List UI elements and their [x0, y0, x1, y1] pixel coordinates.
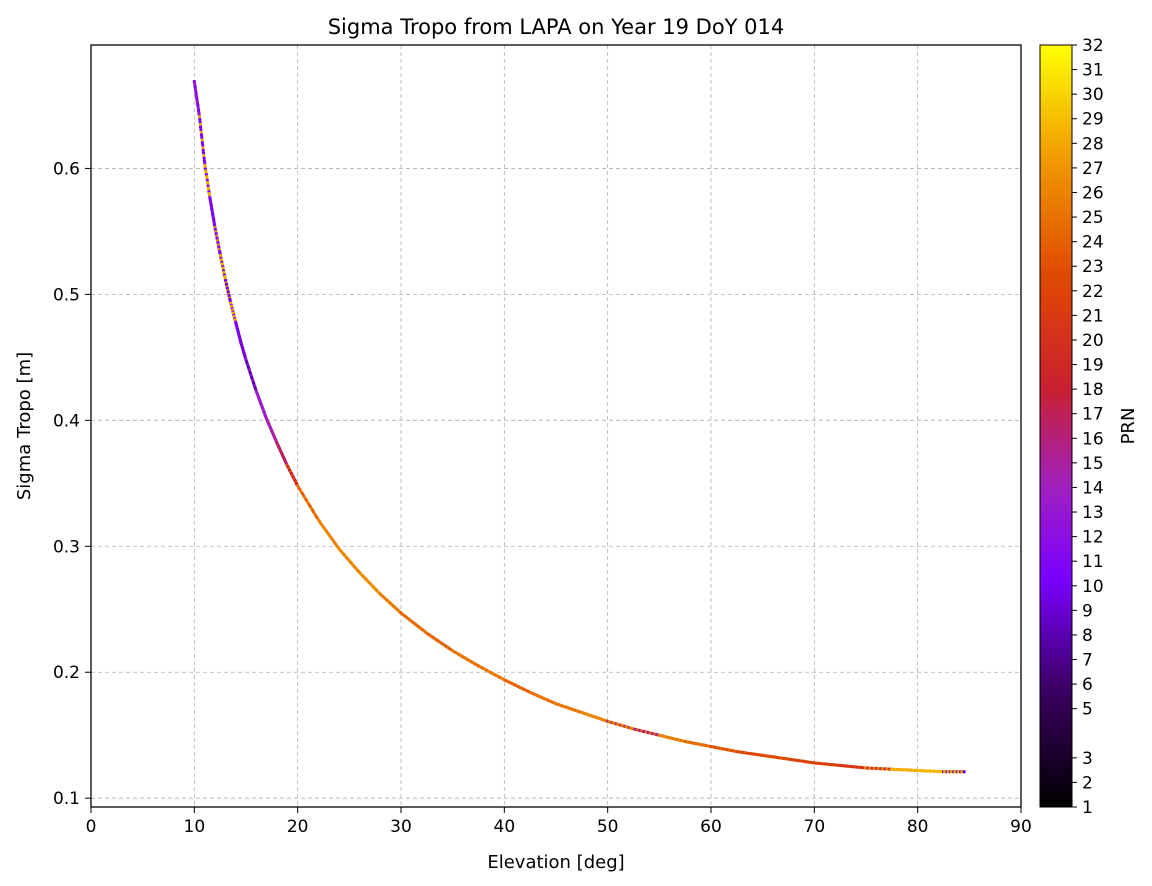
y-axis-ticks: 0.1 0.2 0.3 0.4 0.5 0.6 — [53, 159, 91, 809]
data-point — [199, 130, 203, 134]
x-tick-label: 60 — [700, 817, 722, 837]
colorbar-tick-label: 5 — [1082, 700, 1093, 720]
colorbar-tick-label: 31 — [1082, 61, 1104, 81]
x-tick-label: 80 — [907, 817, 929, 837]
colorbar-tick-label: 32 — [1082, 36, 1104, 56]
x-axis-label: Elevation [deg] — [487, 852, 624, 873]
colorbar-tick-label: 10 — [1082, 577, 1104, 597]
colorbar-tick-label: 11 — [1082, 552, 1104, 572]
data-point — [201, 146, 205, 150]
data-point — [202, 159, 206, 163]
chart-title: Sigma Tropo from LAPA on Year 19 DoY 014 — [328, 15, 785, 39]
data-point — [199, 133, 204, 137]
data-point — [201, 151, 206, 155]
data-point — [200, 135, 204, 140]
x-tick-label: 30 — [390, 817, 412, 837]
x-tick-label: 50 — [597, 817, 619, 837]
data-point — [200, 141, 204, 145]
data-point — [198, 120, 202, 124]
colorbar-tick-label: 21 — [1082, 306, 1104, 326]
data-point — [202, 156, 206, 160]
data-point — [198, 117, 202, 121]
colorbar-tick-label: 15 — [1082, 454, 1104, 474]
colorbar-tick-label: 2 — [1082, 773, 1093, 793]
x-tick-label: 20 — [287, 817, 309, 837]
colorbar-tick-label: 12 — [1082, 528, 1104, 548]
colorbar-tick-label: 18 — [1082, 380, 1104, 400]
x-axis-ticks: 0 10 20 30 40 50 60 70 80 90 — [86, 807, 1032, 837]
colorbar-tick-label: 14 — [1082, 478, 1104, 498]
colorbar-tick-label: 19 — [1082, 356, 1104, 376]
colorbar-tick-label: 8 — [1082, 626, 1093, 646]
y-tick-label: 0.1 — [53, 789, 80, 809]
colorbar-ticks: 1235678910111213141516171819202122232425… — [1072, 36, 1104, 818]
x-tick-label: 10 — [184, 817, 206, 837]
colorbar-tick-label: 30 — [1082, 85, 1104, 105]
data-point — [201, 143, 205, 147]
colorbar-tick-label: 16 — [1082, 429, 1104, 449]
colorbar-tick-label: 29 — [1082, 110, 1104, 130]
colorbar-tick-label: 6 — [1082, 675, 1093, 695]
x-tick-label: 40 — [494, 817, 516, 837]
data-point — [201, 148, 205, 152]
colorbar-tick-label: 23 — [1082, 257, 1104, 277]
colorbar-tick-label: 28 — [1082, 134, 1104, 154]
colorbar-tick-label: 1 — [1082, 798, 1093, 818]
colorbar-tick-label: 3 — [1082, 749, 1093, 769]
data-point — [962, 770, 966, 774]
data-point — [199, 128, 203, 132]
y-tick-label: 0.3 — [53, 537, 80, 557]
y-tick-label: 0.4 — [53, 411, 80, 431]
colorbar-label: PRN — [1118, 408, 1139, 445]
colorbar-tick-label: 27 — [1082, 159, 1104, 179]
y-tick-label: 0.2 — [53, 663, 80, 683]
data-point — [197, 115, 202, 119]
colorbar-tick-label: 13 — [1082, 503, 1104, 523]
x-tick-label: 90 — [1010, 817, 1032, 837]
plot-frame — [90, 44, 1022, 808]
colorbar-tick-label: 24 — [1082, 233, 1104, 253]
data-point — [199, 125, 203, 129]
colorbar-tick-label: 7 — [1082, 651, 1093, 671]
x-tick-label: 0 — [86, 817, 97, 837]
colorbar-tick-label: 26 — [1082, 183, 1104, 203]
colorbar-tick-label: 9 — [1082, 601, 1093, 621]
y-axis-label: Sigma Tropo [m] — [14, 352, 35, 500]
data-point — [202, 154, 206, 158]
y-tick-label: 0.6 — [53, 159, 80, 179]
colorbar-tick-label: 22 — [1082, 282, 1104, 302]
data-point — [200, 138, 204, 142]
colorbar — [1039, 44, 1073, 808]
x-tick-label: 70 — [804, 817, 826, 837]
grid-lines — [90, 45, 1022, 807]
y-tick-label: 0.5 — [53, 285, 80, 305]
colorbar-tick-label: 17 — [1082, 405, 1104, 425]
data-points — [192, 79, 966, 774]
colorbar-tick-label: 20 — [1082, 331, 1104, 351]
data-point — [198, 123, 202, 127]
colorbar-tick-label: 25 — [1082, 208, 1104, 228]
